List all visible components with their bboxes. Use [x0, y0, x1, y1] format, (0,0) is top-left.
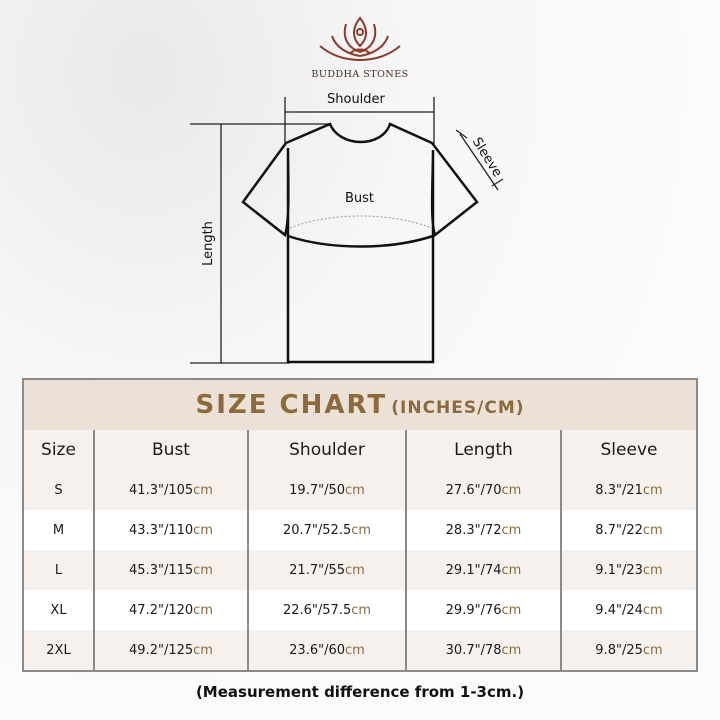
- table-cell: 9.4"/24cm: [560, 590, 697, 630]
- bust-label: Bust: [345, 191, 375, 206]
- cell-value: 29.9"/76: [445, 602, 502, 618]
- table-cell: 9.1"/23cm: [560, 550, 697, 590]
- table-cell: 49.2"/125cm: [93, 630, 248, 671]
- cell-value: 23.6"/60: [289, 642, 346, 658]
- table-row: XL 47.2"/120cm 22.6"/57.5cm 29.9"/76cm 9.4"/…: [23, 590, 697, 630]
- cell-value: 8.7"/22: [595, 522, 643, 538]
- table-cell: 9.8"/25cm: [560, 630, 697, 671]
- table-row: L 45.3"/115cm 21.7"/55cm 29.1"/74cm 9.1"/23c…: [23, 550, 697, 590]
- table-cell: 41.3"/105cm: [93, 470, 248, 510]
- table-cell: L: [23, 550, 94, 590]
- cell-value: 43.3"/110: [129, 522, 194, 538]
- unit-label: cm: [501, 482, 522, 498]
- table-cell: 20.7"/52.5cm: [247, 510, 406, 550]
- table-cell: 29.9"/76cm: [405, 590, 561, 630]
- header-length: Length: [405, 430, 561, 470]
- unit-label: cm: [501, 562, 522, 578]
- unit-label: cm: [193, 602, 213, 618]
- cell-value: 29.1"/74: [445, 562, 502, 578]
- cell-value: 9.4"/24: [595, 602, 643, 618]
- table-cell: 2XL: [23, 630, 94, 671]
- cell-value: S: [54, 482, 63, 498]
- table-cell: 22.6"/57.5cm: [247, 590, 406, 630]
- cell-value: 22.6"/57.5: [282, 602, 352, 618]
- cell-value: 45.3"/115: [129, 562, 194, 578]
- lotus-icon: [319, 16, 401, 62]
- cell-value: 21.7"/55: [289, 562, 346, 578]
- unit-label: cm: [642, 522, 663, 538]
- unit-label: cm: [501, 642, 522, 658]
- table-cell: 45.3"/115cm: [93, 550, 248, 590]
- cell-value: 19.7"/50: [289, 482, 346, 498]
- unit-label: cm: [642, 602, 663, 618]
- title-text: SIZE CHART: [195, 390, 388, 420]
- header-sleeve: Sleeve: [560, 430, 697, 470]
- header-shoulder: Shoulder: [247, 430, 406, 470]
- unit-label: cm: [193, 522, 213, 538]
- unit-label: cm: [345, 482, 365, 498]
- length-label: Length: [200, 221, 216, 266]
- table-cell: XL: [23, 590, 94, 630]
- unit-label: cm: [501, 522, 522, 538]
- table-cell: 47.2"/120cm: [93, 590, 248, 630]
- unit-label: cm: [345, 642, 365, 658]
- unit-label: cm: [642, 562, 663, 578]
- cell-value: 41.3"/105: [129, 482, 194, 498]
- cell-value: M: [52, 522, 65, 538]
- units-text: (INCHES/CM): [391, 398, 525, 418]
- cell-value: 20.7"/52.5: [282, 522, 352, 538]
- unit-label: cm: [193, 482, 213, 498]
- measurement-note: (Measurement difference from 1-3cm.): [195, 683, 525, 701]
- table-cell: 8.7"/22cm: [560, 510, 697, 550]
- unit-label: cm: [193, 562, 213, 578]
- table-row: 2XL 49.2"/125cm 23.6"/60cm 30.7"/78cm 9.8"/2…: [23, 630, 697, 671]
- cell-value: 47.2"/120: [129, 602, 194, 618]
- table-cell: S: [23, 470, 94, 510]
- table-cell: 8.3"/21cm: [560, 470, 697, 510]
- table-cell: 23.6"/60cm: [247, 630, 406, 671]
- table-row: M 43.3"/110cm 20.7"/52.5cm 28.3"/72cm 8.7"/2…: [23, 510, 697, 550]
- tshirt-diagram: [190, 97, 504, 364]
- table-cell: M: [23, 510, 94, 550]
- table-cell: 28.3"/72cm: [405, 510, 561, 550]
- cell-value: XL: [50, 602, 67, 618]
- unit-label: cm: [345, 562, 365, 578]
- cell-value: 27.6"/70: [445, 482, 502, 498]
- brand-name: BUDDHA STONES: [311, 69, 409, 80]
- brand-logo: BUDDHA STONES: [310, 14, 410, 84]
- table-cell: 27.6"/70cm: [405, 470, 561, 510]
- unit-label: cm: [193, 642, 213, 658]
- unit-label: cm: [642, 642, 663, 658]
- cell-value: 49.2"/125: [129, 642, 194, 658]
- header-size: Size: [23, 430, 94, 470]
- cell-value: 28.3"/72: [445, 522, 502, 538]
- cell-value: 30.7"/78: [445, 642, 502, 658]
- table-cell: 30.7"/78cm: [405, 630, 561, 671]
- unit-label: cm: [501, 602, 522, 618]
- header-bust: Bust: [93, 430, 248, 470]
- table-cell: 43.3"/110cm: [93, 510, 248, 550]
- cell-value: 9.8"/25: [595, 642, 643, 658]
- table-row: S 41.3"/105cm 19.7"/50cm 27.6"/70cm 8.3"/21c…: [23, 470, 697, 510]
- unit-label: cm: [351, 522, 372, 538]
- size-chart-table: SIZE CHART (INCHES/CM) Size Bust Shoulde…: [22, 378, 698, 672]
- size-chart-title: SIZE CHART (INCHES/CM): [23, 379, 697, 430]
- unit-label: cm: [642, 482, 663, 498]
- table-cell: 29.1"/74cm: [405, 550, 561, 590]
- cell-value: L: [54, 562, 63, 578]
- cell-value: 2XL: [46, 642, 71, 658]
- table-cell: 19.7"/50cm: [247, 470, 406, 510]
- cell-value: 9.1"/23: [595, 562, 643, 578]
- table-cell: 21.7"/55cm: [247, 550, 406, 590]
- cell-value: 8.3"/21: [595, 482, 643, 498]
- unit-label: cm: [351, 602, 372, 618]
- shoulder-label: Shoulder: [327, 92, 385, 107]
